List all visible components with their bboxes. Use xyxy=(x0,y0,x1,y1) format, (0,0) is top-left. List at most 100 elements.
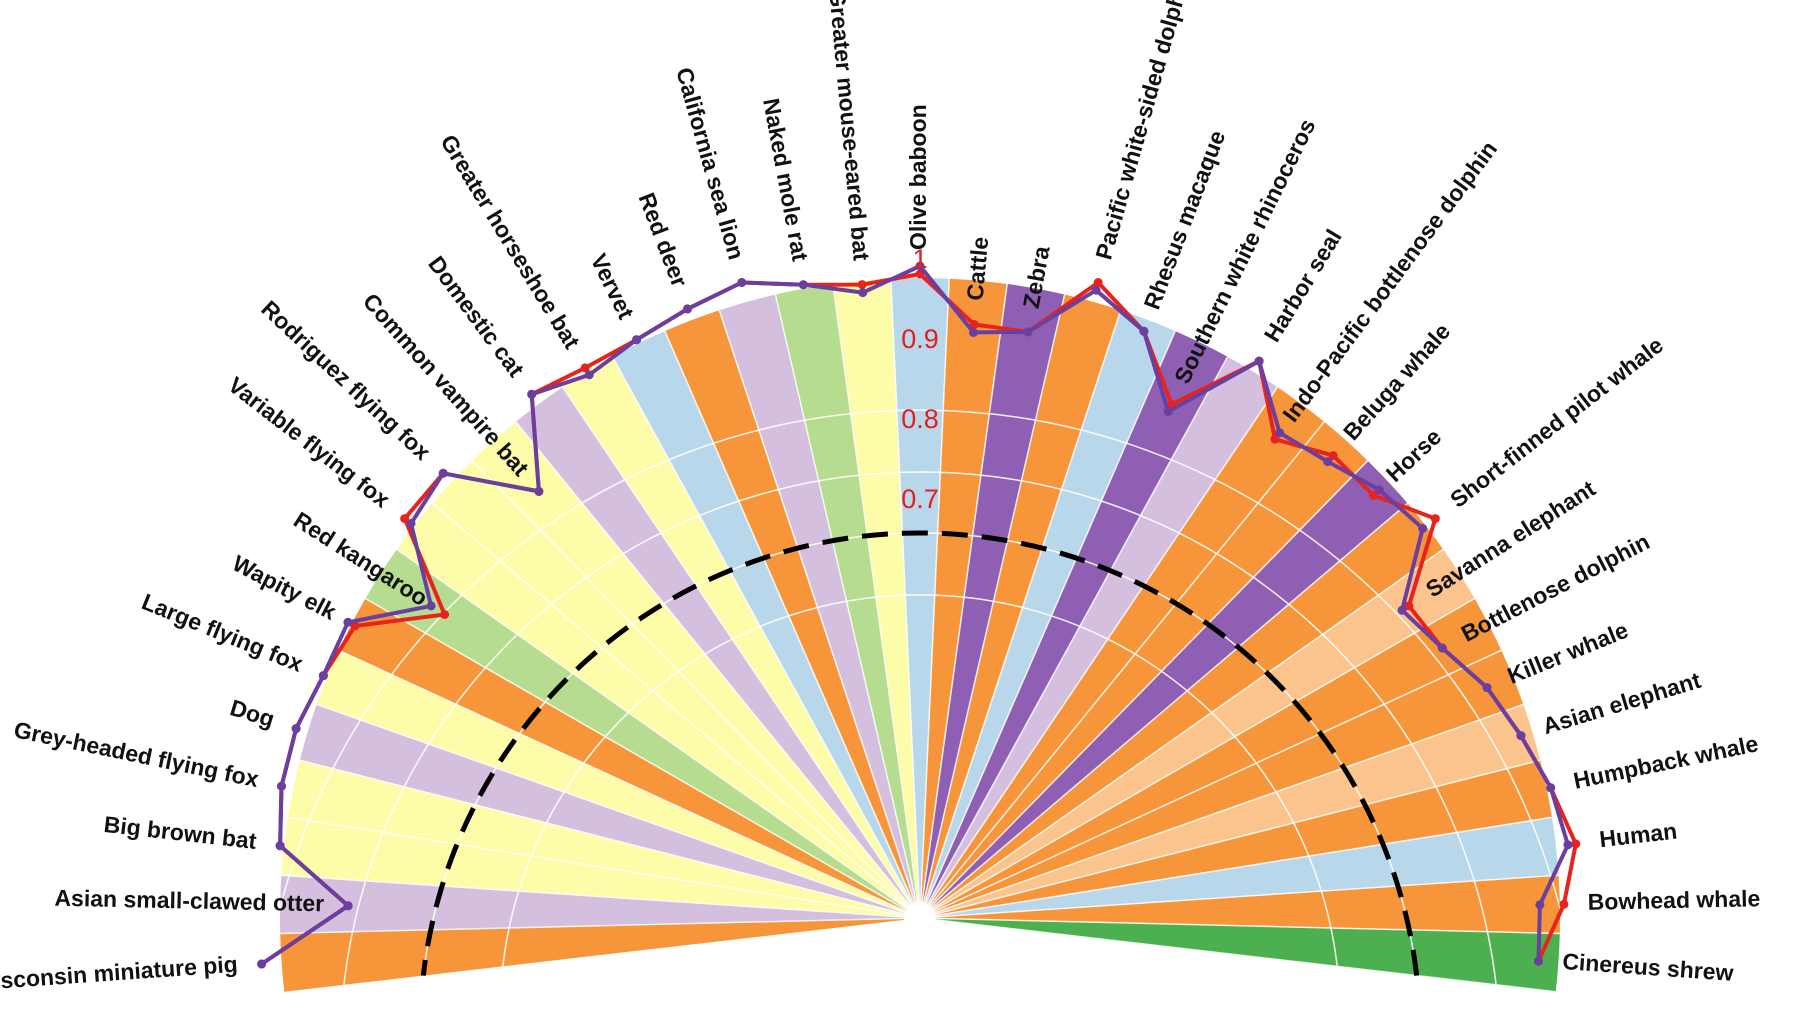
spoke-line xyxy=(919,421,1325,919)
series-point-purple xyxy=(291,724,301,734)
series-point-purple xyxy=(798,280,808,290)
series-point-purple xyxy=(438,468,448,478)
series-point-purple xyxy=(1418,523,1428,533)
center-glow xyxy=(904,902,936,934)
series-point-red xyxy=(1328,451,1338,461)
sector-band xyxy=(920,421,1368,918)
spoke-line xyxy=(611,356,921,919)
series-point-red xyxy=(1368,490,1378,500)
species-label: Horse xyxy=(1381,423,1446,486)
species-label: Greater mouse-eared bat xyxy=(824,0,875,262)
spoke-line xyxy=(515,421,921,919)
series-point-purple xyxy=(406,519,416,528)
species-label: California sea lion xyxy=(671,65,750,263)
species-label: Dog xyxy=(227,694,277,732)
sector-bands xyxy=(280,278,1560,992)
series-point-purple xyxy=(1546,783,1556,793)
spoke-line xyxy=(919,502,1408,919)
series-point-red xyxy=(1404,601,1414,611)
series-point-purple xyxy=(969,327,978,337)
spoke-line xyxy=(919,917,1560,935)
species-label: Asian small-clawed otter xyxy=(54,885,324,917)
sector-band xyxy=(365,549,920,918)
radial-tick-label: 0.7 xyxy=(901,484,939,514)
sector-band xyxy=(299,704,920,918)
spoke-line xyxy=(287,816,921,919)
spoke-line xyxy=(919,283,1008,919)
sector-band xyxy=(515,387,920,919)
spoke-line xyxy=(774,294,921,919)
species-label: Big brown bat xyxy=(103,811,259,854)
species-label: Human xyxy=(1598,818,1678,853)
spoke-line xyxy=(919,330,1176,919)
species-label: Harbor seal xyxy=(1259,225,1347,347)
sector-band xyxy=(920,503,1444,918)
series-point-purple xyxy=(1163,407,1173,417)
series-point-red xyxy=(857,280,867,290)
species-label: Naked mole rat xyxy=(758,96,814,263)
series-point-purple xyxy=(584,370,594,380)
sector-band xyxy=(890,278,950,918)
series-point-red xyxy=(1093,278,1103,287)
spoke-line xyxy=(919,816,1553,919)
species-label: Cattle xyxy=(962,236,994,302)
series-point-red xyxy=(440,610,450,619)
series-point-purple xyxy=(426,601,436,611)
spoke-line xyxy=(280,917,921,935)
series-point-red xyxy=(969,320,979,329)
grid-ring xyxy=(343,471,1497,985)
sector-band xyxy=(562,356,920,918)
species-label: Red deer xyxy=(634,189,693,290)
spoke-line xyxy=(432,502,921,919)
series-point-red xyxy=(1430,514,1440,524)
spoke-line xyxy=(919,386,1279,919)
spoke-line xyxy=(919,759,1541,919)
spoke-line xyxy=(919,649,1502,919)
series-point-purple xyxy=(858,288,868,298)
spoke-line xyxy=(919,278,950,919)
series-point-purple xyxy=(1397,605,1407,615)
spoke-line xyxy=(365,597,921,919)
series-point-purple xyxy=(277,781,286,791)
series-point-red xyxy=(350,621,360,631)
series-point-purple xyxy=(683,304,692,314)
sector-band xyxy=(920,704,1541,918)
spoke-line xyxy=(299,759,921,919)
radial-spokes xyxy=(280,278,1560,993)
series-point-purple xyxy=(1535,900,1545,910)
radial-tick-label: 0.9 xyxy=(901,324,939,354)
series-point-purple xyxy=(1091,285,1101,295)
spoke-line xyxy=(471,460,921,919)
species-label: Wapity elk xyxy=(228,550,340,625)
series-point-purple xyxy=(1516,731,1526,741)
spoke-line xyxy=(919,597,1475,919)
sector-band xyxy=(920,356,1278,918)
species-label: Vervet xyxy=(586,250,640,324)
series-point-purple xyxy=(1023,327,1033,337)
series-point-purple xyxy=(1482,683,1492,693)
spoke-line xyxy=(919,874,1559,919)
spoke-line xyxy=(919,356,1229,919)
grid-ring xyxy=(263,409,1577,995)
reference-circle xyxy=(420,530,1420,976)
spoke-line xyxy=(919,310,1122,919)
sector-band xyxy=(920,387,1325,919)
sector-band xyxy=(280,918,920,992)
radial-tick-labels: 0.7 0.8 0.9 1 xyxy=(901,244,939,514)
series-point-purple xyxy=(1563,840,1573,850)
sector-band xyxy=(920,650,1524,918)
series-point-red xyxy=(1270,434,1280,444)
series-point-purple xyxy=(275,841,285,851)
species-label: Common vampire bat xyxy=(358,288,534,481)
spoke-line xyxy=(718,310,921,919)
spoke-line xyxy=(919,460,1369,919)
spoke-line xyxy=(396,548,921,919)
spoke-line xyxy=(664,330,921,919)
species-label: Asian elephant xyxy=(1540,667,1704,740)
species-label: Large flying fox xyxy=(138,588,307,677)
reference-dashed-circle xyxy=(420,530,1420,976)
series-point-purple xyxy=(343,617,353,627)
species-label: Winsconsin miniature pig xyxy=(0,951,238,996)
series-point-purple xyxy=(632,335,642,345)
series-point-purple xyxy=(1323,457,1333,467)
